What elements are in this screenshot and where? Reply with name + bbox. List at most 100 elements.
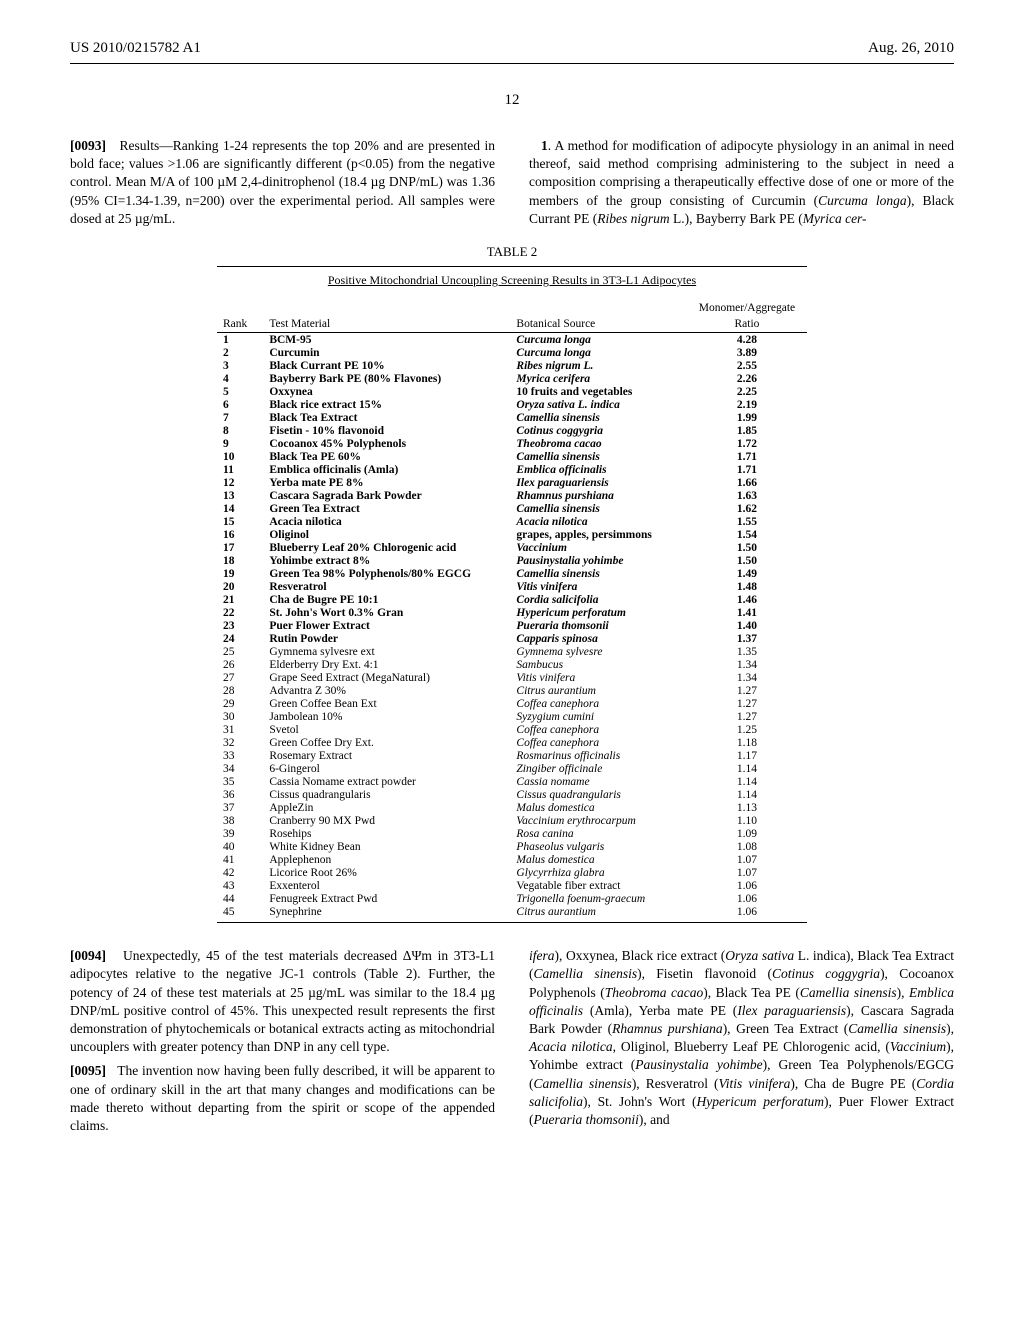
cell-ratio: 1.08 [687, 840, 807, 853]
cell-ratio: 1.48 [687, 580, 807, 593]
claim-text-segment: Pueraria thomsonii [534, 1112, 639, 1127]
cell-source: Vegatable fiber extract [510, 879, 687, 892]
table-row: 9Cocoanox 45% PolyphenolsTheobroma cacao… [217, 437, 807, 450]
cell-rank: 2 [217, 346, 263, 359]
table-row: 23Puer Flower ExtractPueraria thomsonii1… [217, 619, 807, 632]
table-2-label: TABLE 2 [217, 244, 807, 260]
table-row: 45SynephrineCitrus aurantium1.06 [217, 905, 807, 918]
cell-ratio: 3.89 [687, 346, 807, 359]
cell-ratio: 1.62 [687, 502, 807, 515]
cell-material: Curcumin [263, 346, 510, 359]
cell-rank: 13 [217, 489, 263, 502]
cell-ratio: 2.19 [687, 398, 807, 411]
table-row: 43ExxenterolVegatable fiber extract1.06 [217, 879, 807, 892]
cell-rank: 41 [217, 853, 263, 866]
table-row: 25Gymnema sylvesre extGymnema sylvesre1.… [217, 645, 807, 658]
cell-rank: 42 [217, 866, 263, 879]
top-right-col: 1. A method for modification of adipocyt… [529, 137, 954, 234]
cell-ratio: 1.34 [687, 671, 807, 684]
para-0094-num: [0094] [70, 948, 106, 963]
cell-rank: 14 [217, 502, 263, 515]
claim-text-segment: Theobroma cacao [605, 985, 703, 1000]
claim-text-segment: , Oliginol, Blueberry Leaf PE Chlorogeni… [613, 1039, 890, 1054]
cell-source: Syzygium cumini [510, 710, 687, 723]
cell-ratio: 1.71 [687, 463, 807, 476]
table-row: 37AppleZinMalus domestica1.13 [217, 801, 807, 814]
table-row: 5Oxxynea10 fruits and vegetables2.25 [217, 385, 807, 398]
cell-ratio: 1.14 [687, 788, 807, 801]
header-rule [70, 63, 954, 64]
cell-material: Black Tea PE 60% [263, 450, 510, 463]
cell-ratio: 1.14 [687, 762, 807, 775]
table-row: 26Elderberry Dry Ext. 4:1Sambucus1.34 [217, 658, 807, 671]
bottom-columns: [0094] Unexpectedly, 45 of the test mate… [70, 947, 954, 1141]
cell-material: AppleZin [263, 801, 510, 814]
cell-rank: 6 [217, 398, 263, 411]
claim-1-i2: Ribes nigrum [597, 211, 669, 226]
bottom-right-col: ifera), Oxxynea, Black rice extract (Ory… [529, 947, 954, 1141]
cell-material: Elderberry Dry Ext. 4:1 [263, 658, 510, 671]
cell-rank: 30 [217, 710, 263, 723]
cell-source: Acacia nilotica [510, 515, 687, 528]
cell-ratio: 1.63 [687, 489, 807, 502]
cell-rank: 34 [217, 762, 263, 775]
cell-rank: 16 [217, 528, 263, 541]
claim-text-segment: ), Black Tea PE ( [703, 985, 800, 1000]
table-row: 13Cascara Sagrada Bark PowderRhamnus pur… [217, 489, 807, 502]
cell-source: Rhamnus purshiana [510, 489, 687, 502]
cell-material: Rutin Powder [263, 632, 510, 645]
cell-source: Cordia salicifolia [510, 593, 687, 606]
cell-material: Puer Flower Extract [263, 619, 510, 632]
table-row: 8Fisetin - 10% flavonoidCotinus coggygri… [217, 424, 807, 437]
claim-text-segment: ), Resveratrol ( [632, 1076, 719, 1091]
cell-ratio: 1.25 [687, 723, 807, 736]
cell-source: Malus domestica [510, 801, 687, 814]
cell-rank: 23 [217, 619, 263, 632]
cell-rank: 44 [217, 892, 263, 905]
cell-ratio: 1.54 [687, 528, 807, 541]
cell-source: Myrica cerifera [510, 372, 687, 385]
cell-material: Applephenon [263, 853, 510, 866]
claim-text-segment: ), Green Tea Extract ( [723, 1021, 849, 1036]
cell-source: Capparis spinosa [510, 632, 687, 645]
table-row: 12Yerba mate PE 8%Ilex paraguariensis1.6… [217, 476, 807, 489]
table-row: 10Black Tea PE 60%Camellia sinensis1.71 [217, 450, 807, 463]
table-row: 19Green Tea 98% Polyphenols/80% EGCGCame… [217, 567, 807, 580]
claim-1-fragment: 1. A method for modification of adipocyt… [529, 137, 954, 228]
claim-text-segment: Acacia nilotica [529, 1039, 613, 1054]
cell-ratio: 1.37 [687, 632, 807, 645]
table-2: TABLE 2 Positive Mitochondrial Uncouplin… [217, 244, 807, 923]
claim-text-segment: Oryza sativa [725, 948, 794, 963]
table-row: 31SvetolCoffea canephora1.25 [217, 723, 807, 736]
cell-source: Emblica officinalis [510, 463, 687, 476]
cell-source: Coffea canephora [510, 697, 687, 710]
table-row: 35Cassia Nomame extract powderCassia nom… [217, 775, 807, 788]
page-number: 12 [70, 92, 954, 109]
cell-rank: 40 [217, 840, 263, 853]
cell-material: Black rice extract 15% [263, 398, 510, 411]
cell-ratio: 1.72 [687, 437, 807, 450]
cell-material: Black Currant PE 10% [263, 359, 510, 372]
cell-rank: 45 [217, 905, 263, 918]
table-row: 22St. John's Wort 0.3% GranHypericum per… [217, 606, 807, 619]
para-0095: [0095] The invention now having been ful… [70, 1062, 495, 1135]
top-columns: [0093] Results—Ranking 1-24 represents t… [70, 137, 954, 234]
table-row: 32Green Coffee Dry Ext.Coffea canephora1… [217, 736, 807, 749]
claim-1-i3: Myrica cer- [803, 211, 867, 226]
cell-rank: 19 [217, 567, 263, 580]
cell-material: Advantra Z 30% [263, 684, 510, 697]
cell-material: Cranberry 90 MX Pwd [263, 814, 510, 827]
table-row: 30Jambolean 10%Syzygium cumini1.27 [217, 710, 807, 723]
cell-ratio: 1.27 [687, 710, 807, 723]
para-0093-num: [0093] [70, 138, 106, 153]
th-source: Botanical Source [510, 316, 687, 333]
table-row: 14Green Tea ExtractCamellia sinensis1.62 [217, 502, 807, 515]
table-2-subtitle: Positive Mitochondrial Uncoupling Screen… [217, 273, 807, 288]
claim-text-segment: ), [946, 1021, 954, 1036]
cell-source: Vitis vinifera [510, 671, 687, 684]
claim-text-segment: Vitis vinifera [719, 1076, 791, 1091]
cell-material: Black Tea Extract [263, 411, 510, 424]
claim-1-cont: ifera), Oxxynea, Black rice extract (Ory… [529, 947, 954, 1129]
claim-text-segment: Camellia sinensis [534, 966, 638, 981]
th-ratio-2: Ratio [687, 316, 807, 333]
